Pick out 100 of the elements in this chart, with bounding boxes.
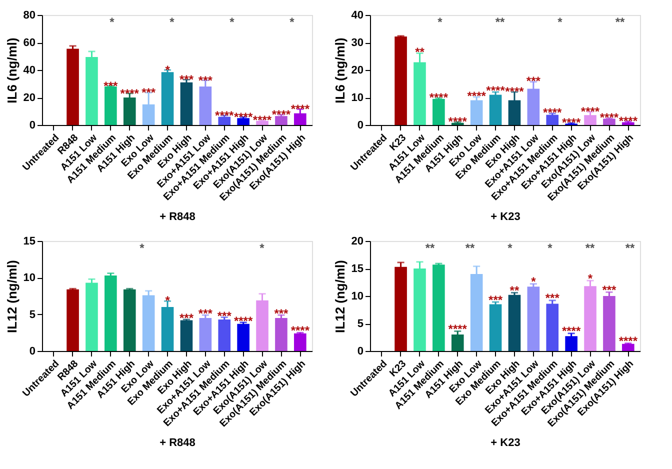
- annotation: ****: [290, 323, 310, 338]
- y-tick-label: 20: [351, 64, 364, 76]
- annotation: **: [425, 241, 435, 255]
- bar: [294, 333, 306, 351]
- bar: [275, 318, 288, 351]
- annotation: ****: [448, 114, 468, 128]
- annotation: ****: [290, 102, 310, 116]
- bar: [180, 320, 193, 351]
- annotation: ****: [252, 113, 272, 128]
- annotation: **: [495, 15, 505, 29]
- bar: [294, 113, 306, 125]
- y-tick-label: 5: [357, 318, 364, 330]
- annotation: *: [170, 15, 175, 29]
- annotation: ***: [179, 72, 194, 87]
- x-axis-title: + R848: [160, 210, 196, 223]
- annotation: ****: [234, 314, 253, 328]
- annotation: **: [415, 45, 425, 60]
- annotation: *: [230, 15, 235, 29]
- y-axis-title: IL6 (ng/ml): [4, 38, 20, 104]
- annotation: ****: [215, 108, 234, 122]
- annotation: ****: [234, 110, 253, 124]
- annotation: ***: [104, 78, 118, 93]
- annotation: **: [625, 241, 635, 255]
- annotation: *: [260, 241, 265, 255]
- bar: [470, 100, 483, 125]
- annotation: *: [165, 63, 170, 77]
- y-axis-title: IL12 (ng/ml): [4, 260, 20, 333]
- y-tick-label: 0: [357, 120, 364, 132]
- bar: [86, 282, 98, 351]
- y-tick-label: 5: [29, 308, 36, 321]
- y-tick-label: 20: [351, 236, 364, 248]
- annotation: *: [508, 241, 513, 255]
- annotation: ****: [486, 84, 506, 98]
- y-tick-label: 60: [23, 37, 36, 49]
- annotation: ****: [429, 90, 448, 104]
- y-tick-label: 30: [351, 37, 364, 49]
- y-tick-label: 0: [29, 346, 36, 358]
- annotation: ***: [198, 306, 213, 321]
- annotation: ****: [467, 89, 486, 104]
- annotation: ***: [198, 73, 213, 88]
- y-tick-label: 40: [23, 64, 36, 76]
- bar: [123, 98, 136, 125]
- bar: [584, 115, 596, 125]
- bar: [123, 289, 136, 351]
- annotation: ****: [580, 104, 600, 118]
- annotation: *: [110, 15, 115, 29]
- y-tick-label: 80: [23, 10, 36, 22]
- bar: [66, 289, 79, 351]
- annotation: **: [585, 241, 595, 255]
- bar: [451, 334, 464, 351]
- annotation: *: [290, 15, 295, 29]
- y-tick-label: 15: [23, 236, 36, 248]
- y-tick-label: 0: [29, 120, 36, 132]
- bar: [603, 118, 616, 125]
- annotation: *: [140, 241, 145, 255]
- annotation: ***: [488, 292, 503, 307]
- x-axis-title: + K23: [490, 210, 520, 223]
- y-tick-label: 20: [23, 92, 36, 104]
- bar: [622, 122, 634, 125]
- annotation: ****: [600, 110, 619, 124]
- annotation: ***: [602, 282, 617, 297]
- bar: [546, 304, 559, 351]
- annotation: ****: [618, 334, 638, 348]
- annotation: ****: [562, 115, 581, 130]
- y-tick-label: 10: [23, 272, 36, 284]
- annotation: ****: [448, 322, 468, 336]
- y-tick-label: 0: [357, 346, 364, 358]
- x-axis-title: + R848: [160, 436, 196, 449]
- annotation: *: [438, 15, 443, 29]
- y-axis-title: IL12 (ng/ml): [332, 260, 348, 333]
- annotation: ****: [272, 108, 291, 122]
- bar: [603, 296, 616, 351]
- y-tick-label: 40: [351, 10, 364, 22]
- x-axis-title: + K23: [490, 436, 520, 449]
- annotation: ***: [142, 86, 156, 100]
- annotation: *: [531, 274, 536, 289]
- bar: [394, 266, 407, 351]
- annotation: **: [615, 15, 625, 29]
- y-tick-label: 10: [351, 290, 364, 302]
- y-tick-label: 10: [351, 92, 364, 104]
- annotation: *: [558, 15, 563, 29]
- bar: [432, 98, 445, 125]
- annotation: ***: [217, 308, 232, 323]
- bar: [622, 344, 634, 351]
- annotation: **: [510, 284, 520, 298]
- annotation: *: [548, 241, 553, 255]
- annotation: ****: [505, 84, 524, 98]
- bar: [394, 36, 407, 125]
- annotation: ****: [120, 86, 140, 100]
- annotation: **: [465, 241, 475, 255]
- y-axis-title: IL6 (ng/ml): [332, 38, 348, 104]
- annotation: ****: [543, 106, 562, 120]
- bar: [199, 318, 212, 351]
- annotation: ****: [562, 324, 581, 338]
- bar: [142, 295, 155, 351]
- annotation: ****: [618, 114, 638, 128]
- bar: [256, 120, 268, 125]
- y-tick-label: 15: [351, 263, 364, 275]
- annotation: ***: [526, 74, 541, 88]
- annotation: ***: [179, 311, 194, 325]
